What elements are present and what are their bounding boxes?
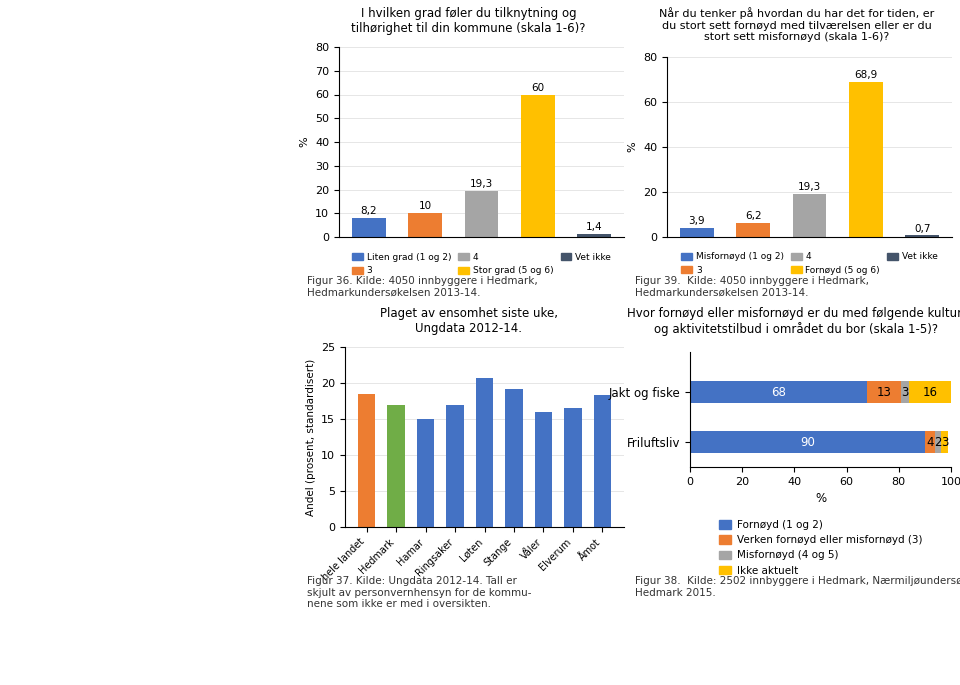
Bar (465, 191, 498, 237)
Y-axis label: %: % (300, 137, 309, 147)
Text: 60: 60 (531, 83, 544, 92)
Legend: Fornøyd (1 og 2), Verken fornøyd eller misfornøyd (3), Misfornøyd (4 og 5), Ikke: Fornøyd (1 og 2), Verken fornøyd eller m… (715, 516, 926, 580)
Bar (352, 218, 386, 237)
Bar (690, 381, 868, 403)
Text: 6,2: 6,2 (745, 211, 761, 221)
Bar (905, 236, 939, 237)
Bar (690, 431, 924, 453)
Bar (577, 234, 612, 237)
Bar (387, 405, 405, 527)
Legend: Liten grad (1 og 2), 3, 4, Stor grad (5 og 6), Vet ikke: Liten grad (1 og 2), 3, 4, Stor grad (5 … (348, 249, 614, 279)
Bar (793, 194, 827, 237)
Text: Figur 38.  Kilde: 2502 innbyggere i Hedmark, Nærmiljøundersøkelsen i
Hedmark 201: Figur 38. Kilde: 2502 innbyggere i Hedma… (635, 576, 960, 597)
Bar (941, 431, 948, 453)
Bar (849, 82, 883, 237)
Text: 10: 10 (419, 201, 432, 212)
Bar (408, 213, 442, 237)
Text: Figur 39.  Kilde: 4050 innbyggere i Hedmark,
Hedmarkundersøkelsen 2013-14.: Figur 39. Kilde: 4050 innbyggere i Hedma… (635, 276, 869, 297)
Text: 68,9: 68,9 (854, 70, 877, 80)
Bar (446, 405, 464, 527)
X-axis label: %: % (815, 493, 826, 506)
Bar (417, 419, 434, 527)
Legend: Misfornøyd (1 og 2), 3, 4, Fornøyd (5 og 6), Vet ikke: Misfornøyd (1 og 2), 3, 4, Fornøyd (5 og… (678, 249, 941, 278)
Text: 4: 4 (926, 436, 934, 449)
Text: Hvor fornøyd eller misfornøyd er du med følgende kultur-
og aktivitetstilbud i o: Hvor fornøyd eller misfornøyd er du med … (627, 307, 960, 336)
Text: Figur 37. Kilde: Ungdata 2012-14. Tall er
skjult av personvernhensyn for de komm: Figur 37. Kilde: Ungdata 2012-14. Tall e… (307, 576, 532, 609)
Text: 68: 68 (771, 386, 786, 399)
Bar (521, 95, 555, 237)
Text: 3,9: 3,9 (688, 216, 706, 227)
Text: 19,3: 19,3 (798, 182, 821, 192)
Bar (680, 228, 713, 237)
Y-axis label: %: % (628, 142, 637, 152)
Bar (924, 431, 935, 453)
Bar (358, 394, 375, 527)
Text: 1,4: 1,4 (586, 222, 603, 232)
Text: 16: 16 (923, 386, 938, 399)
Text: Når du tenker på hvordan du har det for tiden, er
du stort sett fornøyd med tilv: Når du tenker på hvordan du har det for … (659, 7, 934, 42)
Text: 13: 13 (877, 386, 892, 399)
Text: 8,2: 8,2 (361, 206, 377, 216)
Bar (593, 395, 612, 527)
Bar (535, 412, 552, 527)
Text: 90: 90 (800, 436, 815, 449)
Y-axis label: Andel (prosent, standardisert): Andel (prosent, standardisert) (305, 358, 316, 516)
Bar (736, 223, 770, 237)
Bar (505, 389, 523, 527)
Bar (868, 381, 901, 403)
Bar (901, 381, 909, 403)
Text: 3: 3 (941, 436, 948, 449)
Bar (475, 378, 493, 527)
Text: 3: 3 (901, 386, 909, 399)
Bar (935, 431, 941, 453)
Text: 19,3: 19,3 (469, 179, 493, 189)
Text: Plaget av ensomhet siste uke,
Ungdata 2012-14.: Plaget av ensomhet siste uke, Ungdata 20… (379, 307, 558, 335)
Text: Figur 36. Kilde: 4050 innbyggere i Hedmark,
Hedmarkundersøkelsen 2013-14.: Figur 36. Kilde: 4050 innbyggere i Hedma… (307, 276, 538, 297)
Text: I hvilken grad føler du tilknytning og
tilhørighet til din kommune (skala 1-6)?: I hvilken grad føler du tilknytning og t… (351, 7, 586, 35)
Text: 0,7: 0,7 (914, 223, 930, 234)
Bar (564, 408, 582, 527)
Text: 2: 2 (934, 436, 942, 449)
Bar (909, 381, 951, 403)
